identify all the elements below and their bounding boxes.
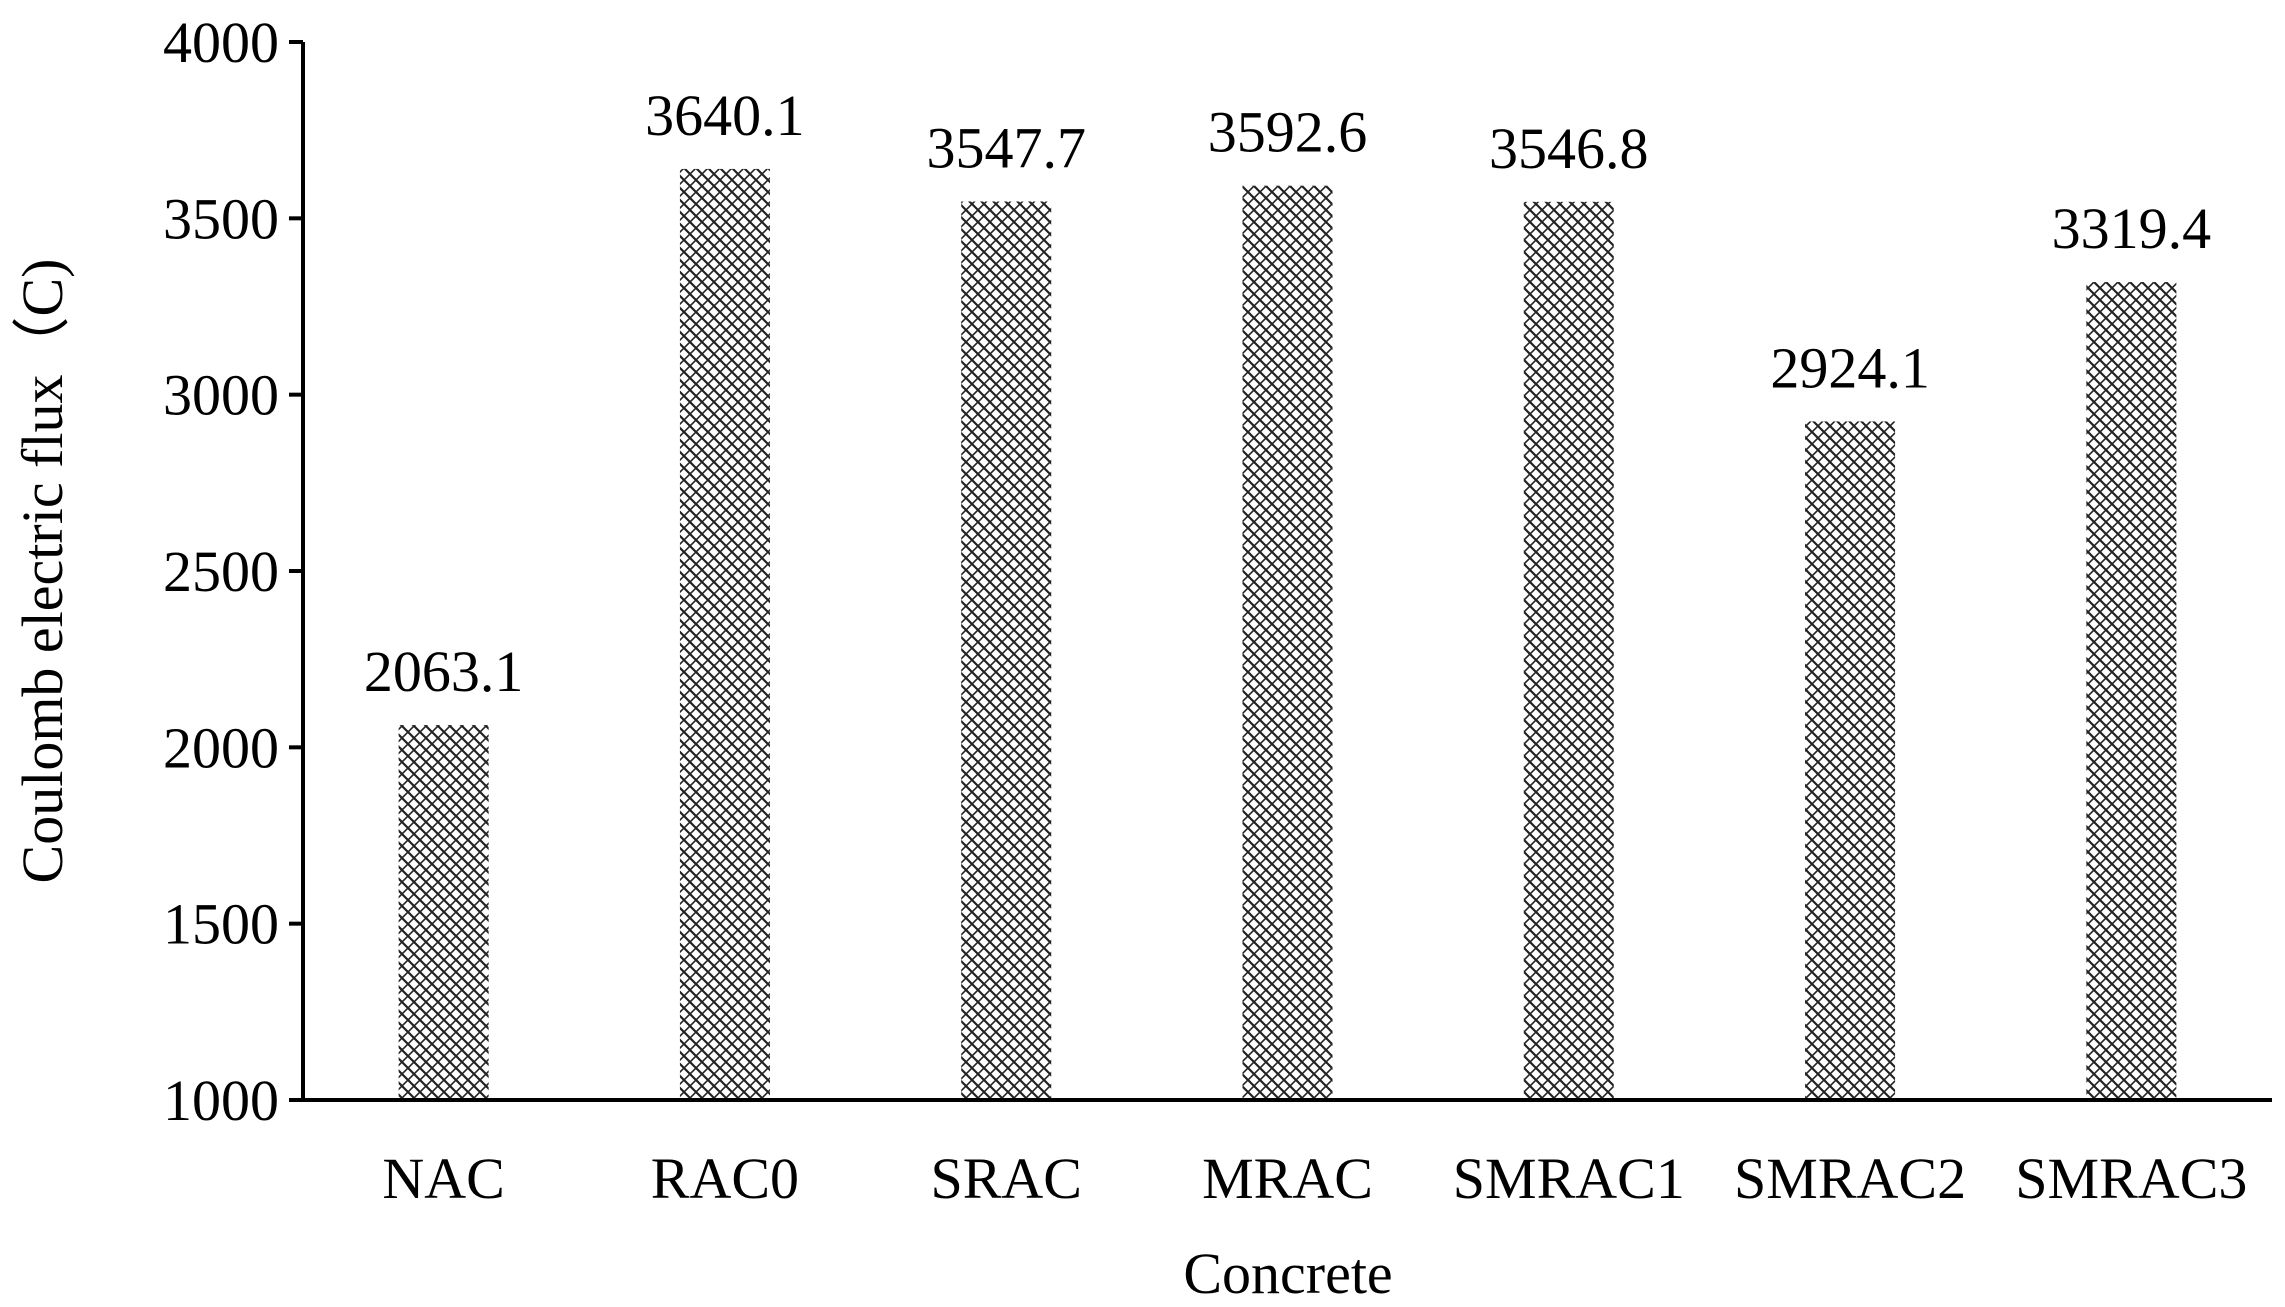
data-label-mrac: 3592.6 <box>1208 100 1368 165</box>
data-label-smrac3: 3319.4 <box>2052 196 2212 261</box>
data-label-nac: 2063.1 <box>364 639 524 704</box>
x-axis-title: Concrete <box>1183 1241 1392 1306</box>
data-label-rac0: 3640.1 <box>645 83 805 148</box>
data-label-group: 2063.1 3640.1 3547.7 3592.6 3546.8 2924.1 3319… <box>364 83 2211 704</box>
bar-srac <box>961 201 1052 1101</box>
y-tick-label: 1000 <box>163 1068 279 1133</box>
y-tick-label: 4000 <box>163 10 279 75</box>
x-tick-label: SMRAC1 <box>1453 1146 1685 1211</box>
x-tick-label: SRAC <box>930 1146 1082 1211</box>
x-axis-labels: NAC RAC0 SRAC MRAC SMRAC1 SMRAC2 SMRAC3 <box>382 1146 2247 1211</box>
y-tick-label: 3000 <box>163 363 279 428</box>
y-axis-ticks: 1000 1500 2000 2500 3000 3500 4000 <box>163 10 303 1133</box>
x-tick-label: SMRAC2 <box>1734 1146 1966 1211</box>
x-tick-label: NAC <box>382 1146 504 1211</box>
y-tick-label: 2000 <box>163 715 279 780</box>
x-tick-label: SMRAC3 <box>2015 1146 2247 1211</box>
y-axis-title: Coulomb electric flux（C) <box>10 259 75 884</box>
data-label-srac: 3547.7 <box>926 116 1086 181</box>
y-tick-label: 2500 <box>163 539 279 604</box>
bar-smrac2 <box>1805 421 1896 1100</box>
bar-series <box>398 168 2177 1101</box>
data-label-smrac2: 2924.1 <box>1770 335 1930 400</box>
bar-smrac1 <box>1523 201 1614 1100</box>
bar-rac0 <box>679 168 770 1100</box>
data-label-smrac1: 3546.8 <box>1489 116 1649 181</box>
bar-smrac3 <box>2086 282 2177 1101</box>
bar-nac <box>398 725 489 1100</box>
bar-mrac <box>1242 185 1333 1101</box>
x-tick-label: MRAC <box>1202 1146 1373 1211</box>
x-tick-label: RAC0 <box>651 1146 799 1211</box>
y-tick-label: 1500 <box>163 892 279 957</box>
y-tick-label: 3500 <box>163 186 279 251</box>
